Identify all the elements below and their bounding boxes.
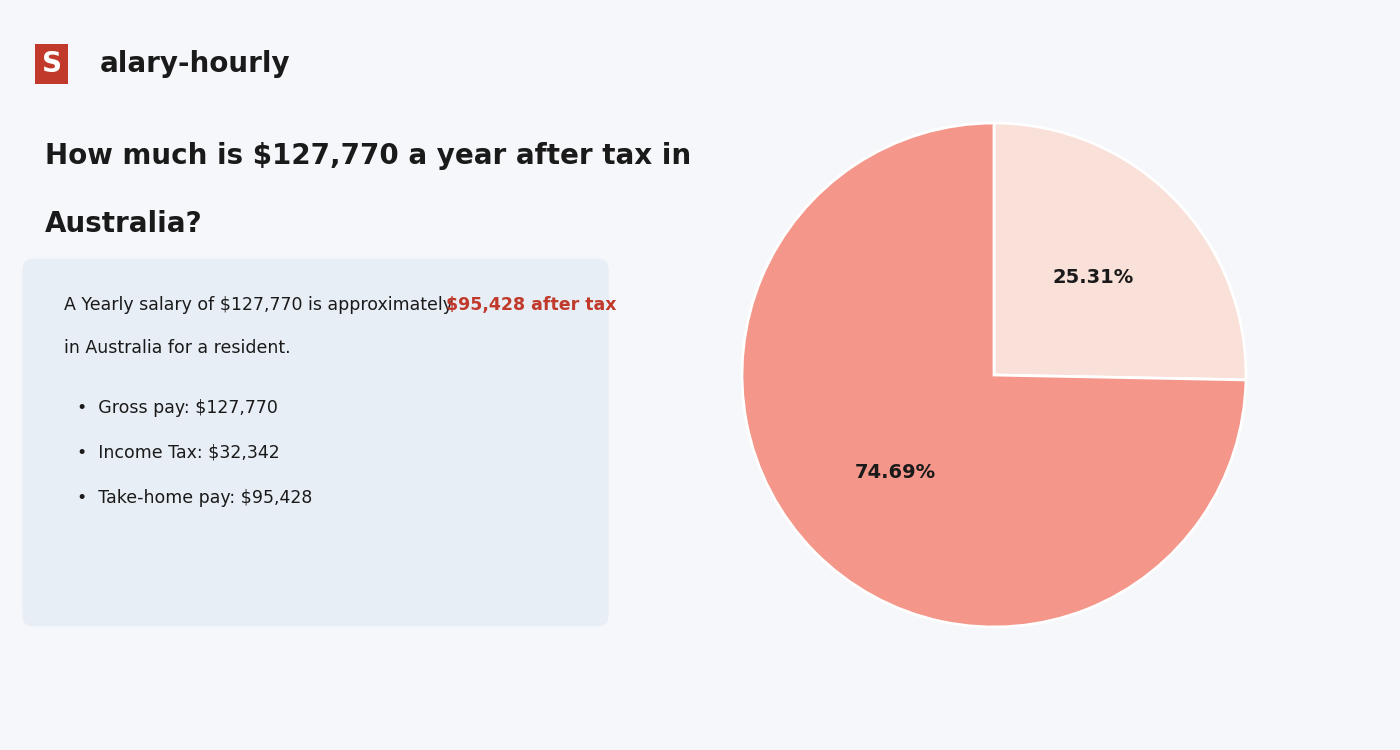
Text: $95,428 after tax: $95,428 after tax — [445, 296, 616, 314]
Text: S: S — [42, 50, 62, 78]
Text: 25.31%: 25.31% — [1053, 268, 1134, 287]
Text: •  Gross pay: $127,770: • Gross pay: $127,770 — [77, 399, 279, 417]
FancyBboxPatch shape — [22, 259, 609, 626]
Text: Australia?: Australia? — [45, 210, 203, 238]
Wedge shape — [994, 123, 1246, 380]
Text: A Yearly salary of $127,770 is approximately: A Yearly salary of $127,770 is approxima… — [64, 296, 459, 314]
Wedge shape — [742, 123, 1246, 627]
Text: •  Income Tax: $32,342: • Income Tax: $32,342 — [77, 444, 280, 462]
Text: in Australia for a resident.: in Australia for a resident. — [64, 339, 291, 357]
Text: How much is $127,770 a year after tax in: How much is $127,770 a year after tax in — [45, 142, 692, 170]
Text: 74.69%: 74.69% — [854, 463, 935, 482]
Text: alary-hourly: alary-hourly — [99, 50, 290, 78]
Text: •  Take-home pay: $95,428: • Take-home pay: $95,428 — [77, 489, 312, 507]
